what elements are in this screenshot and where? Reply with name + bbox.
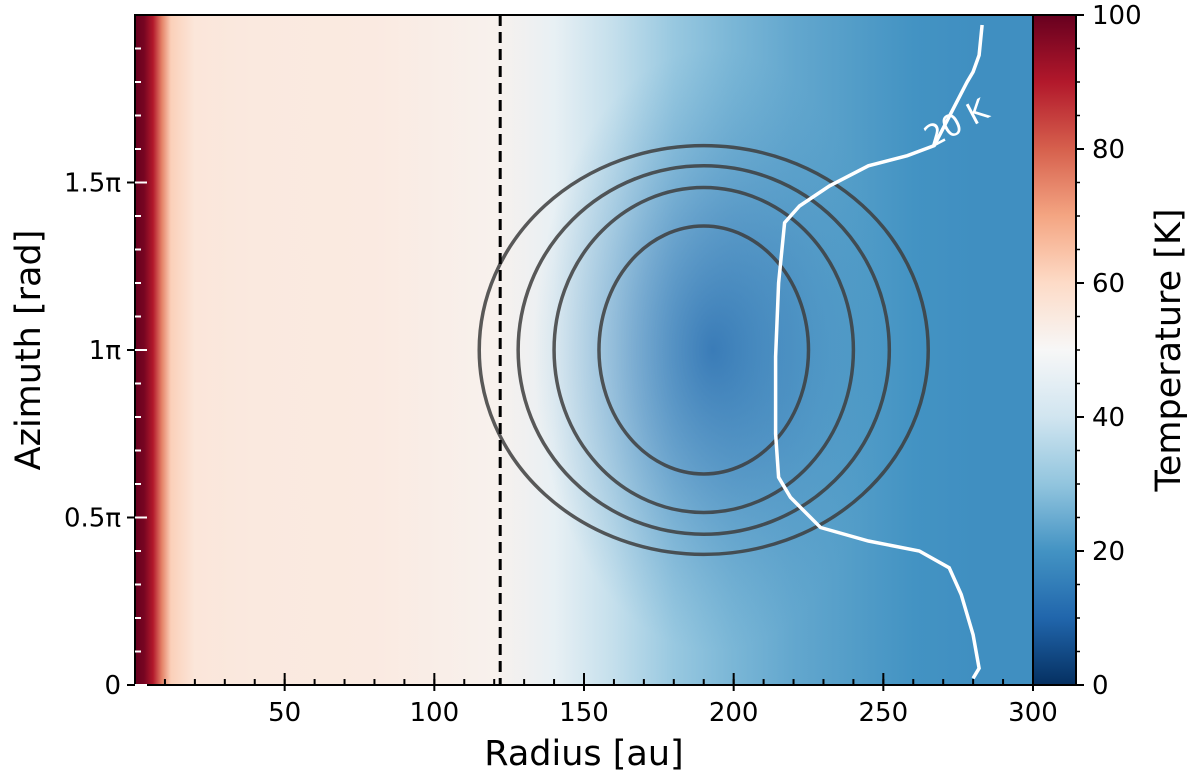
x-tick-label: 200	[709, 698, 759, 728]
colorbar-tick-label: 100	[1092, 1, 1142, 31]
x-axis-ticks: 50 100 150 200 250 300	[163, 673, 1058, 728]
colorbar	[1033, 15, 1076, 685]
colorbar-tick-label: 20	[1092, 537, 1125, 567]
y-tick-label: 0	[104, 671, 121, 701]
isotherm-20k	[773, 24, 984, 680]
y-axis-ticks: 0 0.5π 1π 1.5π	[64, 47, 147, 701]
y-tick-label: 0.5π	[64, 504, 121, 534]
x-tick-label: 250	[859, 698, 909, 728]
density-contours	[477, 143, 930, 557]
x-axis-label: Radius [au]	[484, 734, 683, 774]
colorbar-tick-label: 40	[1092, 403, 1125, 433]
x-tick-label: 300	[1008, 698, 1058, 728]
colorbar-tick-label: 60	[1092, 269, 1125, 299]
contour-ring	[552, 185, 856, 515]
colorbar-label: Temperature [K]	[1149, 208, 1189, 492]
y-tick-label: 1.5π	[64, 169, 121, 199]
y-axis-label: Azimuth [rad]	[9, 230, 49, 471]
colorbar-ticks: 0 20 40 60 80 100	[1076, 1, 1142, 701]
colorbar-tick-label: 0	[1092, 671, 1109, 701]
contour-ring	[477, 143, 930, 557]
contour-ring	[516, 164, 892, 536]
x-tick-label: 150	[559, 698, 609, 728]
x-tick-label: 50	[268, 698, 301, 728]
cold-spot	[533, 48, 893, 652]
heatmap-area: 20 K	[135, 15, 1033, 685]
x-tick-label: 100	[410, 698, 460, 728]
contour-ring	[597, 224, 811, 476]
colorbar-tick-label: 80	[1092, 135, 1125, 165]
y-tick-label: 1π	[89, 336, 121, 366]
